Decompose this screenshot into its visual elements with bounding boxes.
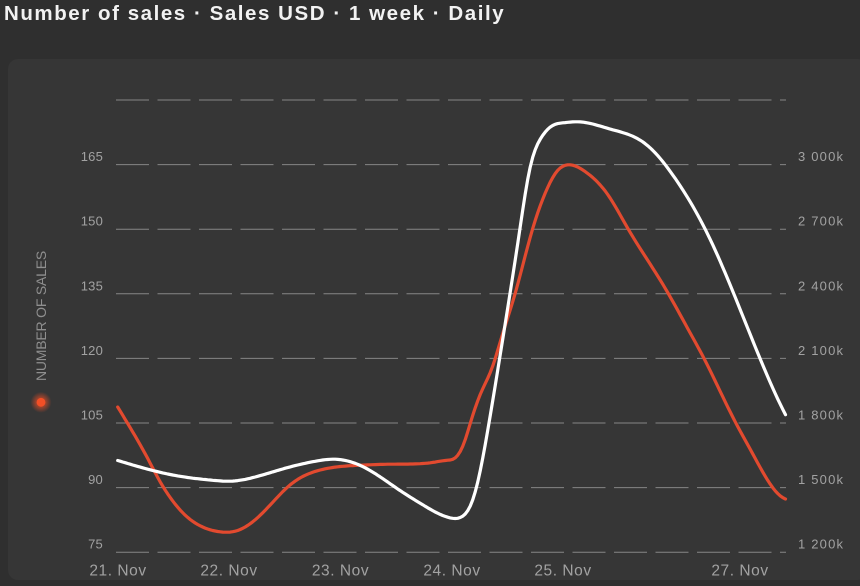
svg-text:21. Nov: 21. Nov xyxy=(89,563,146,580)
svg-text:105: 105 xyxy=(81,408,103,423)
svg-text:120: 120 xyxy=(81,343,103,358)
svg-text:90: 90 xyxy=(88,472,103,487)
svg-text:NUMBER OF SALES: NUMBER OF SALES xyxy=(33,251,49,381)
svg-text:Number of sales · Sales USD ·: Number of sales · Sales USD · 1 week · D… xyxy=(4,2,505,25)
svg-text:2 100k: 2 100k xyxy=(798,343,844,358)
svg-text:23. Nov: 23. Nov xyxy=(312,563,369,580)
svg-text:25. Nov: 25. Nov xyxy=(534,563,591,580)
svg-text:1 800k: 1 800k xyxy=(798,408,844,423)
svg-text:27. Nov: 27. Nov xyxy=(711,563,768,580)
svg-text:165: 165 xyxy=(81,149,103,164)
svg-text:2 700k: 2 700k xyxy=(798,214,844,229)
svg-text:3 000k: 3 000k xyxy=(798,149,844,164)
svg-text:75: 75 xyxy=(88,537,103,552)
svg-text:2 400k: 2 400k xyxy=(798,278,844,293)
svg-text:22. Nov: 22. Nov xyxy=(200,563,257,580)
svg-text:150: 150 xyxy=(81,214,103,229)
svg-text:24. Nov: 24. Nov xyxy=(423,563,480,580)
svg-text:1 500k: 1 500k xyxy=(798,472,844,487)
svg-text:1 200k: 1 200k xyxy=(798,537,844,552)
svg-text:135: 135 xyxy=(81,278,103,293)
